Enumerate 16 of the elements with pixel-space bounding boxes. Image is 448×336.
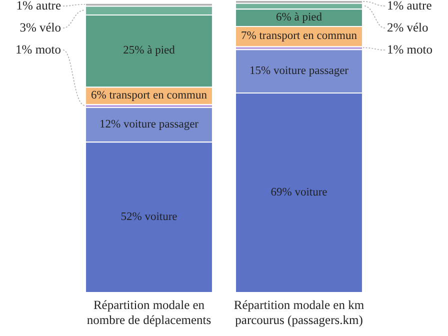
data-label: 25% à pied [123, 44, 176, 57]
data-label: 52% voiture [120, 210, 178, 223]
data-label: 1% moto [16, 42, 62, 56]
x-tick-label: Répartition modale en km parcourus (passagers.km) [234, 298, 364, 327]
data-label: 6% à pied [276, 11, 322, 24]
data-label: 15% voiture passager [250, 64, 349, 77]
data-label: 1% moto [386, 42, 432, 56]
data-label: 7% transport en commun [241, 30, 358, 42]
data-label: 3% vélo [20, 20, 62, 34]
data-label: 69% voiture [270, 186, 328, 198]
data-label: 2% vélo [386, 20, 428, 34]
data-label: 12% voiture passager [100, 118, 199, 130]
x-tick-label: Répartition modale en nombre de déplacements [86, 298, 212, 327]
data-label: 1% autre [16, 0, 62, 12]
data-label: 6% transport en commun [91, 89, 208, 102]
data-label: 1% autre [386, 0, 432, 12]
